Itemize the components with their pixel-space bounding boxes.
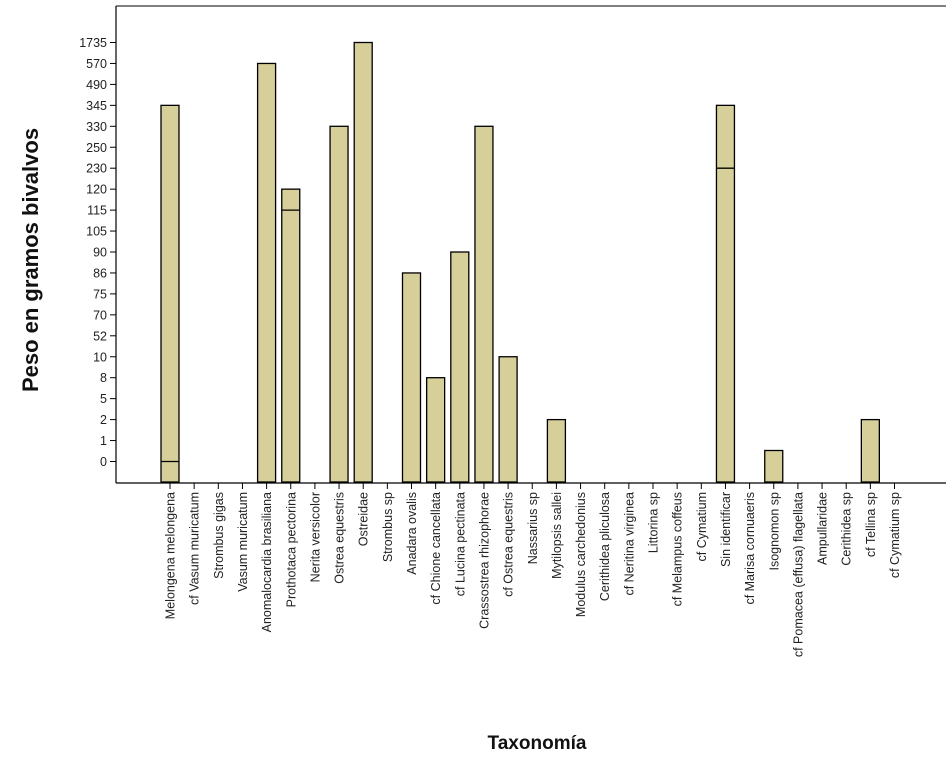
x-tick-label: Isognomon sp [767, 492, 781, 571]
bar-rect [450, 251, 470, 483]
axes [115, 5, 946, 484]
x-tick-label: Ostreidae [357, 492, 371, 546]
x-tick-label: Anomalocardia brasiliana [260, 492, 274, 632]
x-tick-label: Crassostrea rhizophorae [477, 492, 491, 629]
y-tick-label: 230 [86, 162, 107, 176]
y-axis-title: Peso en gramos bivalvos [18, 128, 43, 392]
x-tick-label: cf Cymatium [695, 492, 709, 561]
x-tick-label: cf Lucina pectinata [453, 492, 467, 596]
x-tick-label: Sin identificar [719, 492, 733, 567]
x-tick-label: cf Tellina sp [864, 492, 878, 557]
bar-rect [474, 125, 494, 483]
y-tick-label: 86 [93, 266, 107, 280]
x-tick-label: Littorina sp [647, 492, 661, 553]
x-tick-label: cf Cymatium sp [888, 492, 902, 578]
x-axis-title: Taxonomía [488, 733, 587, 754]
x-tick-label: cf Melampus coffeus [671, 492, 685, 606]
x-tick-label: Strombus sp [381, 492, 395, 562]
bar [329, 125, 349, 483]
y-tick-label: 2 [100, 413, 107, 427]
x-tick-label: Ampullaridae [816, 492, 830, 565]
bar-rect [329, 125, 349, 483]
x-tick-label: Vasum muricatum [236, 492, 250, 592]
bar [401, 272, 422, 483]
bar-rect [860, 418, 880, 483]
y-tick-label: 345 [86, 99, 107, 113]
y-tick-label: 52 [93, 329, 107, 343]
bar-rect [764, 449, 784, 483]
y-tick-label: 75 [93, 287, 107, 301]
x-tick-label: Anadara ovalis [405, 492, 419, 575]
x-tick-label: Modulus carchedonius [574, 492, 588, 617]
x-tick-label: Prothotaca pectorina [284, 492, 298, 607]
bar-rect [425, 377, 446, 483]
y-tick-label: 115 [87, 204, 107, 218]
x-ticks: Melongena melongena cf Vasum muricatum Str… [164, 483, 902, 657]
x-tick-label: Ostrea equestris [333, 492, 347, 584]
y-tick-label: 1 [100, 434, 107, 448]
x-tick-label: cf Pomacea (effusa) flagellata [791, 492, 805, 657]
x-tick-label: Cerithidea sp [840, 492, 854, 566]
bar [450, 251, 470, 483]
bar [498, 356, 518, 483]
x-tick-label: cf Marisa cornuaeris [743, 492, 757, 605]
bar [256, 62, 277, 483]
bar-rect [353, 41, 373, 483]
bar [281, 188, 301, 483]
x-tick-label: Cerithidea pliculosa [598, 492, 612, 601]
bar-rect [401, 272, 422, 483]
bar [764, 449, 784, 483]
y-tick-label: 8 [100, 371, 107, 385]
x-tick-label: cf Neritina virginea [622, 492, 636, 596]
y-tick-label: 250 [86, 141, 107, 155]
bar-rect [160, 104, 180, 483]
y-tick-label: 70 [93, 308, 107, 322]
bar-rect [498, 356, 518, 483]
y-tick-label: 490 [86, 78, 107, 92]
y-tick-label: 0 [100, 455, 107, 469]
bar-rect [715, 104, 736, 483]
y-tick-label: 120 [86, 183, 107, 197]
y-ticks: 0 1 2 5 8 10 52 70 75 86 90 105 115 120 230 250 330 345 49… [79, 36, 116, 469]
x-tick-label: Nassarius sp [526, 492, 540, 564]
y-tick-label: 1735 [79, 36, 107, 50]
bar [860, 418, 880, 483]
y-tick-label: 570 [86, 57, 107, 71]
y-tick-label: 105 [86, 225, 107, 239]
x-tick-label: Melongena melongena [164, 492, 178, 619]
bar-rect [256, 62, 277, 483]
bars [160, 41, 880, 483]
bar [715, 104, 736, 483]
bar [353, 41, 373, 483]
x-tick-label: cf Vasum muricatum [188, 492, 202, 605]
bar [425, 377, 446, 483]
bar [546, 418, 567, 483]
x-tick-label: Strombus gigas [212, 492, 226, 579]
y-tick-label: 330 [86, 120, 107, 134]
y-tick-label: 5 [100, 392, 107, 406]
bar-rect [546, 418, 567, 483]
x-tick-label: cf Chione cancellata [429, 492, 443, 605]
x-tick-label: cf Ostrea equestris [502, 492, 516, 597]
x-tick-label: Nerita versicolor [308, 492, 322, 582]
bar [160, 104, 180, 483]
y-tick-label: 90 [93, 246, 107, 260]
bar-rect [281, 188, 301, 483]
y-tick-label: 10 [93, 350, 107, 364]
bar [474, 125, 494, 483]
x-tick-label: Mytilopsis sallei [550, 492, 564, 579]
